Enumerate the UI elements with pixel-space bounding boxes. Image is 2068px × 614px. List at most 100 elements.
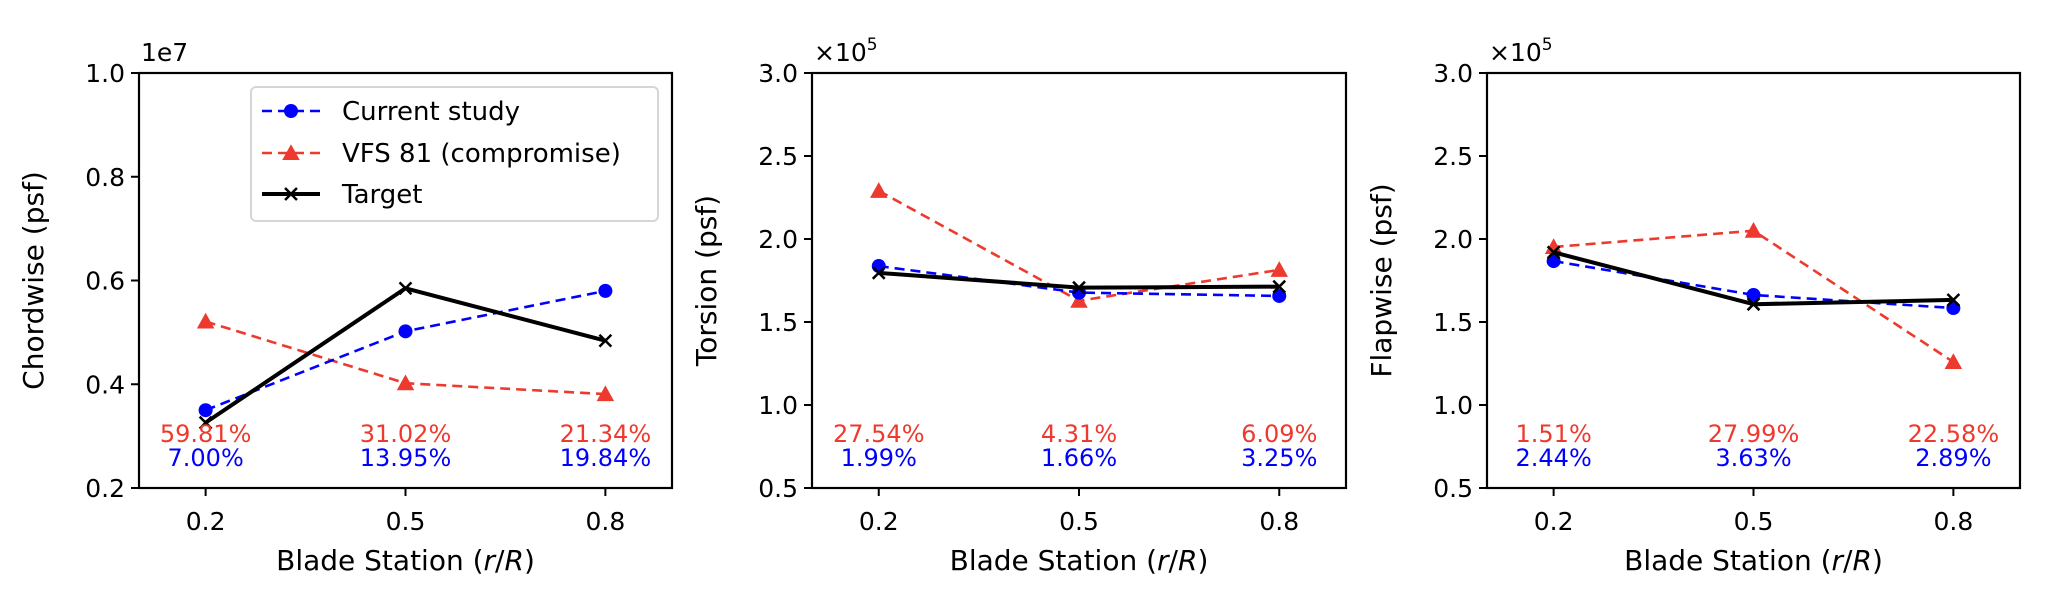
- plot-frame: [1485, 71, 2022, 490]
- plot-frame: [810, 71, 1348, 490]
- circle-marker: [398, 324, 413, 339]
- x-tick-label: 0.2: [1534, 507, 1574, 536]
- vfs-error-annotation: 1.51%: [1516, 420, 1592, 448]
- circle-marker: [1746, 287, 1761, 302]
- triangle-marker: [396, 374, 415, 391]
- x-tick-label: 0.5: [386, 507, 426, 536]
- y-tick-label: 1.0: [758, 391, 798, 420]
- x-tick-label: 0.2: [859, 507, 899, 536]
- x-axis-label: Blade Station (r/R): [950, 544, 1209, 577]
- axis-offset-text: 1e7: [141, 38, 188, 67]
- y-tick-label: 2.5: [1433, 142, 1473, 171]
- y-axis-label: Torsion (psf): [690, 195, 723, 367]
- circle-marker: [871, 259, 886, 274]
- y-tick-label: 0.5: [758, 474, 798, 503]
- current-error-annotation: 3.63%: [1715, 444, 1791, 472]
- vfs-error-annotation: 22.58%: [1908, 420, 2000, 448]
- vfs-error-annotation: 21.34%: [560, 420, 652, 448]
- y-axis-label: Flapwise (psf): [1365, 183, 1398, 377]
- x-marker: [284, 187, 298, 201]
- series-vfs: [196, 312, 615, 402]
- series-line: [878, 189, 1280, 303]
- series-target: [871, 266, 1287, 295]
- current-error-annotation: 13.95%: [360, 444, 452, 472]
- y-tick-label: 0.2: [85, 474, 125, 503]
- vfs-error-annotation: 31.02%: [360, 420, 452, 448]
- y-tick-label: 1.5: [758, 308, 798, 337]
- vfs-error-annotation: 27.99%: [1708, 420, 1800, 448]
- y-tick-label: 0.6: [85, 267, 125, 296]
- x-marker: [598, 333, 613, 348]
- x-tick-label: 0.8: [1933, 507, 1973, 536]
- series-line: [878, 264, 1280, 298]
- vfs-error-annotation: 59.81%: [160, 420, 252, 448]
- x-marker: [1546, 245, 1561, 260]
- y-tick-label: 1.0: [85, 59, 125, 88]
- series-target: [198, 281, 613, 430]
- subplot-flapwise: 0.5 1.0 1.5 2.0 2.5 3.0 0.2 0.5 0.8 Blade Station…: [1365, 35, 2022, 577]
- subplot-torsion: 0.5 1.0 1.5 2.0 2.5 3.0 0.2 0.5 0.8 Blade Station…: [690, 35, 1348, 577]
- current-error-annotation: 2.44%: [1516, 444, 1592, 472]
- series-line: [204, 286, 606, 425]
- series-vfs: [870, 182, 1288, 308]
- x-marker: [871, 266, 886, 280]
- current-error-annotation: 7.00%: [168, 444, 244, 472]
- current-error-annotation: 1.99%: [841, 444, 917, 472]
- current-error-annotation: 2.89%: [1915, 444, 1991, 472]
- legend-label-target: Target: [341, 180, 422, 210]
- y-tick-label: 3.0: [758, 59, 798, 88]
- series-current: [871, 259, 1287, 303]
- current-error-annotation: 1.66%: [1041, 444, 1117, 472]
- x-marker: [398, 281, 413, 296]
- triangle-marker: [1070, 292, 1088, 308]
- series-current: [198, 283, 613, 418]
- y-tick-label: 2.0: [758, 225, 798, 254]
- x-tick-label: 0.8: [585, 507, 625, 536]
- series-line: [205, 289, 606, 412]
- x-marker: [1746, 297, 1761, 312]
- triangle-marker: [1544, 238, 1563, 254]
- triangle-marker: [1944, 353, 1963, 370]
- triangle-marker: [596, 385, 615, 402]
- series-target: [1546, 245, 1961, 312]
- legend-label-current: Current study: [342, 97, 520, 127]
- y-tick-label: 1.0: [1433, 391, 1473, 420]
- triangle-marker: [870, 182, 888, 198]
- y-tick-label: 0.8: [85, 163, 125, 192]
- y-tick-label: 2.5: [758, 142, 798, 171]
- triangle-marker: [282, 144, 300, 160]
- x-tick-label: 0.5: [1059, 507, 1099, 536]
- current-error-annotation: 19.84%: [560, 444, 652, 472]
- series-vfs: [1544, 221, 1963, 370]
- legend: Current study VFS 81 (compromise) Target: [250, 86, 659, 222]
- vfs-error-annotation: 27.54%: [833, 420, 925, 448]
- x-axis-label: Blade Station (r/R): [276, 544, 535, 577]
- subplot-chordwise: 0.2 0.4 0.6 0.8 1.0 0.2 0.5 0.8 Blade Station (r…: [17, 38, 674, 577]
- series-line: [1553, 259, 1954, 310]
- circle-marker: [1272, 288, 1287, 303]
- legend-box: [250, 86, 659, 222]
- circle-marker: [598, 283, 613, 298]
- current-error-annotation: 3.25%: [1241, 444, 1317, 472]
- axis-offset-text: ×105: [814, 35, 878, 67]
- x-tick-label: 0.5: [1734, 507, 1774, 536]
- axis-offset-text: ×105: [1489, 35, 1553, 67]
- y-tick-label: 1.5: [1433, 308, 1473, 337]
- circle-marker: [284, 104, 298, 118]
- y-axis-label: Chordwise (psf): [17, 171, 50, 390]
- x-tick-label: 0.2: [186, 507, 226, 536]
- circle-marker: [1546, 254, 1561, 269]
- triangle-marker: [196, 312, 215, 329]
- triangle-marker: [1270, 261, 1288, 277]
- plot-frame: [137, 71, 674, 490]
- x-axis-label: Blade Station (r/R): [1624, 544, 1883, 577]
- x-marker: [198, 415, 213, 430]
- circle-marker: [198, 403, 213, 418]
- y-tick-label: 3.0: [1433, 59, 1473, 88]
- y-tick-label: 2.0: [1433, 225, 1473, 254]
- vfs-error-annotation: 6.09%: [1241, 420, 1317, 448]
- x-tick-label: 0.8: [1259, 507, 1299, 536]
- x-marker: [1072, 280, 1086, 295]
- x-marker: [1272, 279, 1287, 294]
